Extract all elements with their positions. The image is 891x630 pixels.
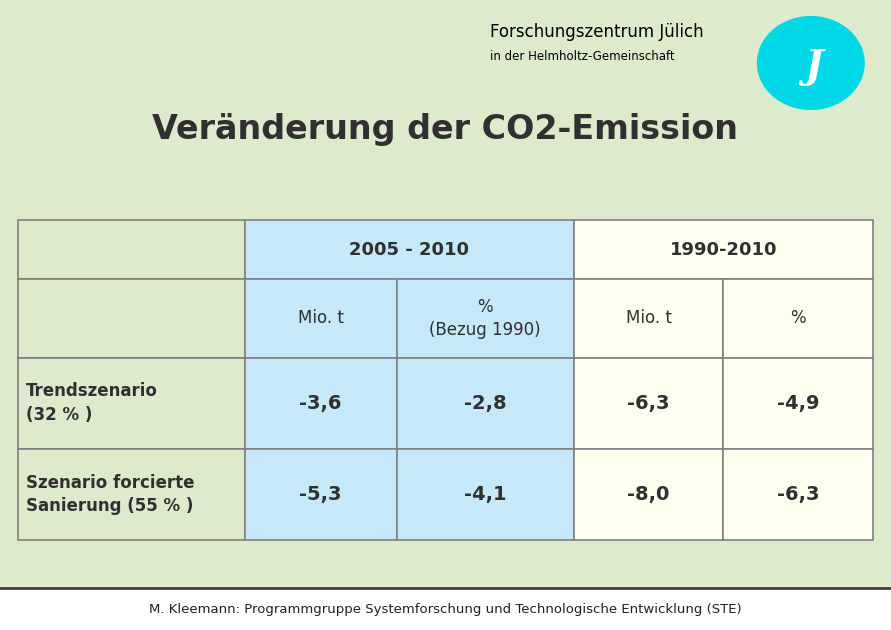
Text: -2,8: -2,8 xyxy=(464,394,507,413)
Bar xyxy=(723,279,873,358)
Bar xyxy=(0,588,891,630)
Text: in der Helmholtz-Gemeinschaft: in der Helmholtz-Gemeinschaft xyxy=(490,50,674,62)
Text: M. Kleemann: Programmgruppe Systemforschung und Technologische Entwicklung (STE): M. Kleemann: Programmgruppe Systemforsch… xyxy=(149,602,741,616)
Text: -5,3: -5,3 xyxy=(299,485,342,504)
Bar xyxy=(723,449,873,540)
Bar xyxy=(244,220,574,279)
Text: J: J xyxy=(804,48,822,86)
Bar xyxy=(18,449,244,540)
Bar xyxy=(574,358,723,449)
Bar xyxy=(574,449,723,540)
Text: -3,6: -3,6 xyxy=(299,394,342,413)
Text: Veränderung der CO2-Emission: Veränderung der CO2-Emission xyxy=(152,113,738,147)
Bar xyxy=(396,279,574,358)
Bar xyxy=(723,358,873,449)
Bar xyxy=(18,358,244,449)
Text: %: % xyxy=(790,309,806,328)
Text: -6,3: -6,3 xyxy=(777,485,820,504)
Bar xyxy=(244,449,396,540)
Bar xyxy=(396,449,574,540)
Text: Mio. t: Mio. t xyxy=(625,309,672,328)
Text: Trendszenario
(32 % ): Trendszenario (32 % ) xyxy=(26,382,158,424)
Text: -4,9: -4,9 xyxy=(777,394,820,413)
Bar xyxy=(244,279,396,358)
Bar xyxy=(574,220,873,279)
Text: -6,3: -6,3 xyxy=(627,394,670,413)
Text: Mio. t: Mio. t xyxy=(298,309,344,328)
Text: -4,1: -4,1 xyxy=(464,485,507,504)
Bar xyxy=(18,220,244,279)
Bar xyxy=(18,279,244,358)
Text: Szenario forcierte
Sanierung (55 % ): Szenario forcierte Sanierung (55 % ) xyxy=(26,474,194,515)
Text: 1990-2010: 1990-2010 xyxy=(670,241,777,258)
Text: -8,0: -8,0 xyxy=(627,485,670,504)
Text: Forschungszentrum Jülich: Forschungszentrum Jülich xyxy=(490,23,704,41)
Bar xyxy=(396,358,574,449)
Bar xyxy=(244,358,396,449)
Text: %
(Bezug 1990): % (Bezug 1990) xyxy=(429,297,541,339)
Bar xyxy=(574,279,723,358)
Text: 2005 - 2010: 2005 - 2010 xyxy=(349,241,470,258)
Circle shape xyxy=(757,16,864,110)
